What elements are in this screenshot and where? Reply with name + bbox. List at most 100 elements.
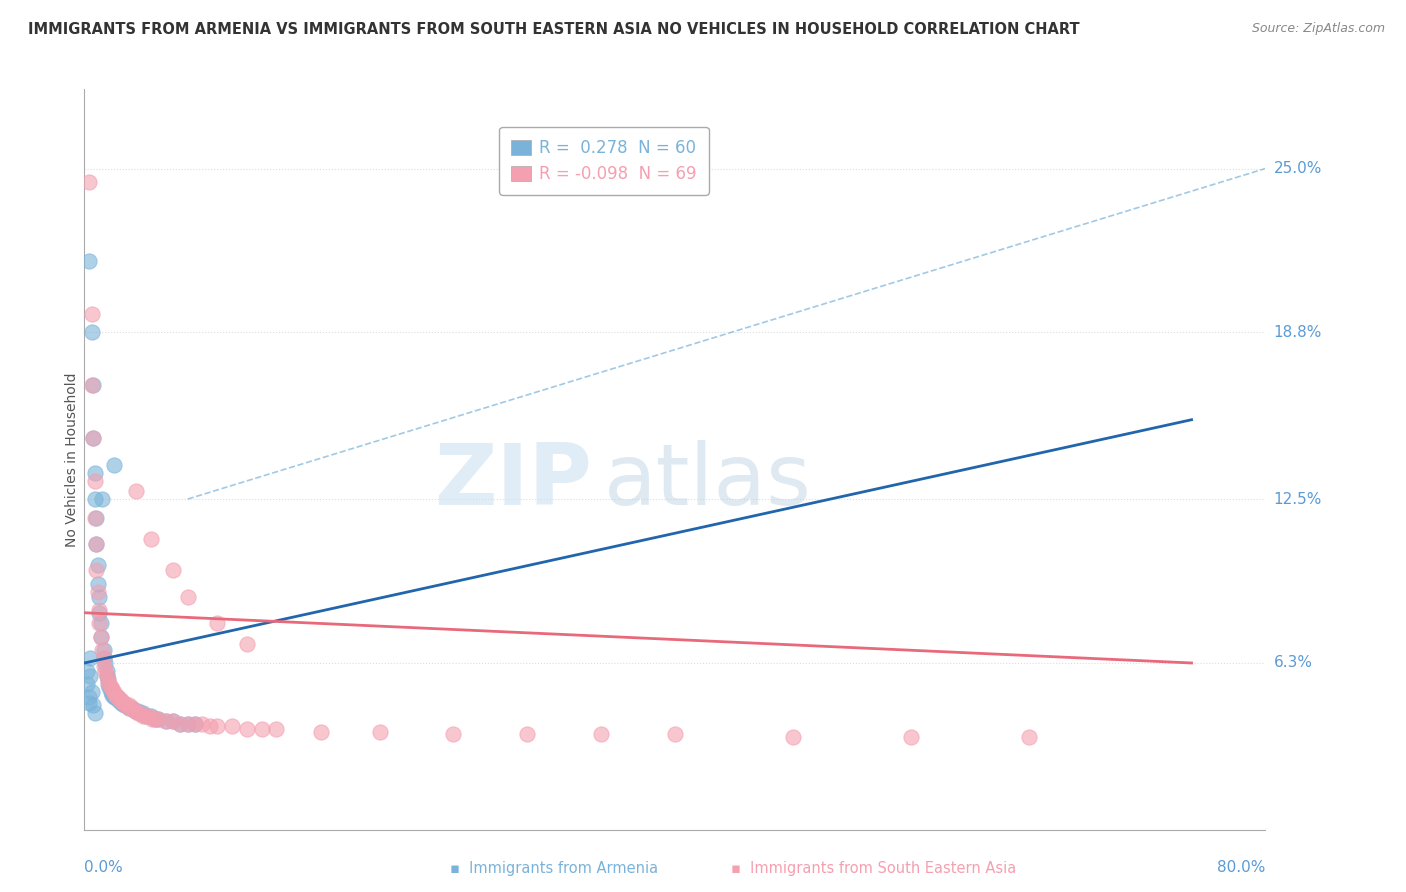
Point: [141, 712, 163, 726]
Point: [105, 690, 128, 705]
Text: 0.0%: 0.0%: [84, 860, 124, 875]
Point: [124, 704, 146, 718]
Point: [250, 722, 273, 736]
Point: [82, 431, 104, 445]
Point: [112, 696, 135, 710]
Point: [86, 558, 108, 573]
Point: [443, 727, 465, 741]
Text: 80.0%: 80.0%: [1218, 860, 1265, 875]
Point: [103, 458, 125, 472]
Point: [591, 727, 613, 741]
Point: [108, 693, 131, 707]
Point: [90, 616, 112, 631]
Point: [127, 706, 149, 721]
Point: [138, 709, 160, 723]
Point: [83, 466, 105, 480]
Point: [177, 590, 200, 604]
Text: Source: ZipAtlas.com: Source: ZipAtlas.com: [1251, 22, 1385, 36]
Point: [236, 637, 259, 651]
Point: [148, 712, 170, 726]
Point: [77, 254, 100, 268]
Point: [101, 682, 124, 697]
Point: [118, 701, 141, 715]
Text: 12.5%: 12.5%: [1274, 491, 1322, 507]
Point: [83, 474, 105, 488]
Point: [87, 603, 111, 617]
Point: [83, 706, 105, 721]
Point: [105, 690, 128, 705]
Point: [93, 650, 115, 665]
Point: [77, 175, 100, 189]
Point: [207, 616, 229, 631]
Point: [112, 698, 135, 713]
Point: [100, 680, 122, 694]
Point: [98, 677, 121, 691]
Point: [94, 656, 117, 670]
Point: [177, 716, 200, 731]
Point: [121, 701, 143, 715]
Point: [80, 326, 103, 340]
Point: [184, 716, 207, 731]
Point: [162, 714, 184, 728]
Point: [207, 719, 229, 733]
Text: ▪  Immigrants from Armenia: ▪ Immigrants from Armenia: [450, 861, 658, 876]
Point: [132, 709, 155, 723]
Point: [111, 696, 134, 710]
Text: ▪  Immigrants from South Eastern Asia: ▪ Immigrants from South Eastern Asia: [731, 861, 1017, 876]
Text: 6.3%: 6.3%: [1274, 656, 1313, 671]
Text: 18.8%: 18.8%: [1274, 325, 1322, 340]
Legend: R =  0.278  N = 60, R = -0.098  N = 69: R = 0.278 N = 60, R = -0.098 N = 69: [499, 128, 709, 194]
Y-axis label: No Vehicles in Household: No Vehicles in Household: [65, 372, 79, 547]
Point: [236, 722, 259, 736]
Point: [77, 690, 100, 705]
Point: [114, 698, 136, 713]
Point: [107, 693, 129, 707]
Point: [368, 724, 391, 739]
Point: [87, 616, 111, 631]
Point: [127, 704, 149, 718]
Point: [84, 537, 107, 551]
Point: [103, 685, 125, 699]
Point: [155, 714, 177, 728]
Point: [100, 682, 122, 697]
Point: [782, 730, 804, 744]
Point: [96, 664, 118, 678]
Point: [98, 680, 121, 694]
Point: [94, 664, 117, 678]
Text: 25.0%: 25.0%: [1274, 161, 1322, 176]
Point: [162, 564, 184, 578]
Point: [79, 650, 101, 665]
Point: [86, 576, 108, 591]
Point: [1018, 730, 1040, 744]
Point: [110, 696, 132, 710]
Point: [76, 677, 98, 691]
Point: [96, 669, 118, 683]
Point: [107, 690, 129, 705]
Point: [101, 688, 124, 702]
Point: [135, 709, 157, 723]
Point: [97, 674, 120, 689]
Point: [90, 630, 112, 644]
Point: [139, 532, 162, 546]
Point: [169, 716, 191, 731]
Text: IMMIGRANTS FROM ARMENIA VS IMMIGRANTS FROM SOUTH EASTERN ASIA NO VEHICLES IN HOU: IMMIGRANTS FROM ARMENIA VS IMMIGRANTS FR…: [28, 22, 1080, 37]
Point: [86, 584, 108, 599]
Point: [83, 491, 105, 506]
Point: [104, 690, 127, 705]
Text: atlas: atlas: [605, 440, 813, 523]
Point: [87, 590, 111, 604]
Point: [139, 709, 162, 723]
Point: [79, 669, 101, 683]
Point: [90, 630, 112, 644]
Point: [114, 698, 136, 713]
Point: [110, 693, 132, 707]
Point: [77, 696, 100, 710]
Point: [124, 704, 146, 718]
Point: [108, 693, 131, 707]
Point: [84, 537, 107, 551]
Point: [900, 730, 922, 744]
Point: [97, 677, 120, 691]
Point: [82, 698, 104, 713]
Point: [104, 688, 127, 702]
Point: [198, 719, 221, 733]
